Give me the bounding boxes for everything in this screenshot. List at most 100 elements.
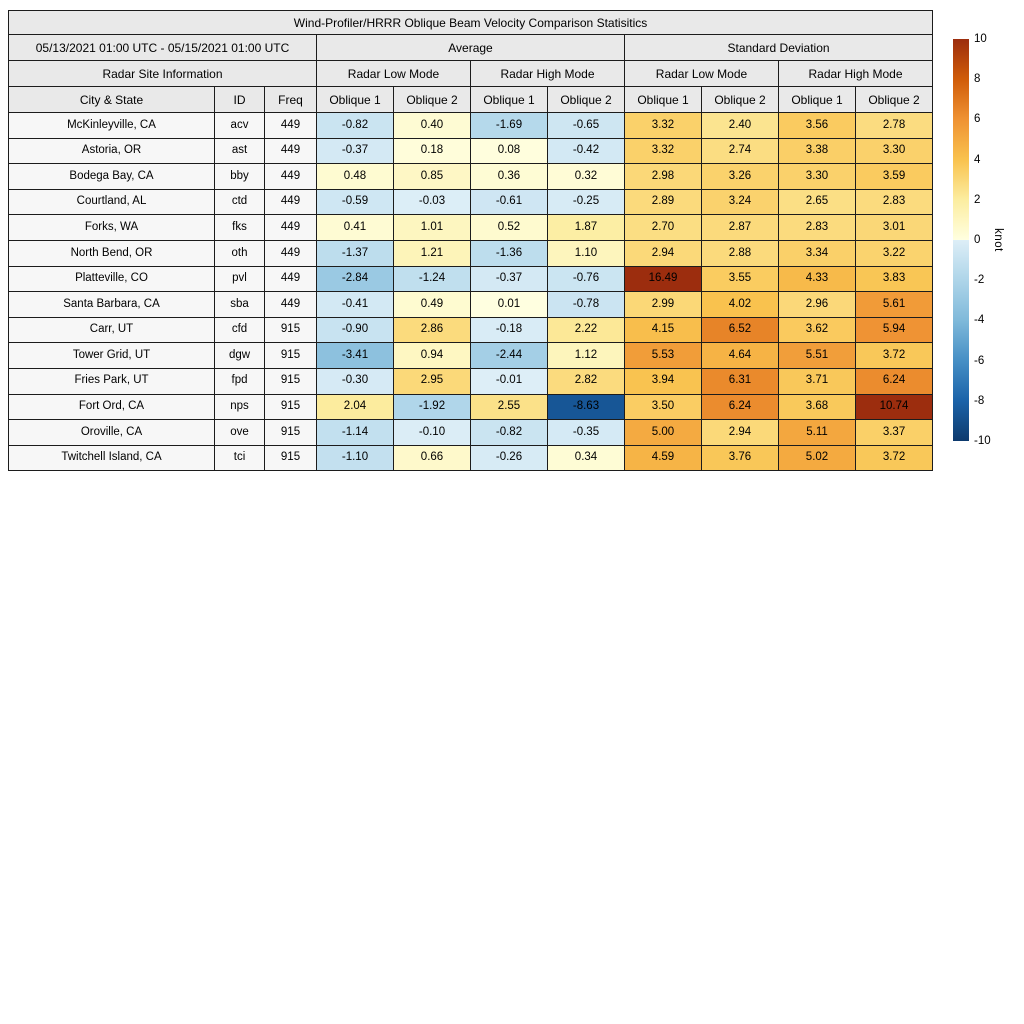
value-cell: -1.24 (393, 265, 471, 293)
column-header-row: City & State ID Freq Oblique 1 Oblique 2… (8, 86, 934, 113)
value-cell: 6.24 (701, 393, 779, 421)
value-cell: 2.78 (854, 112, 934, 139)
value-cell: -3.41 (316, 342, 394, 369)
freq-cell: 449 (264, 163, 317, 190)
city-cell: Platteville, CO (8, 265, 215, 293)
std-group-header: Standard Deviation (623, 34, 934, 61)
value-cell: -0.26 (470, 444, 548, 472)
value-cell: 1.01 (393, 214, 471, 241)
value-cell: 3.32 (624, 137, 702, 165)
value-cell: -0.41 (316, 291, 394, 318)
std-low-mode-header: Radar Low Mode (624, 60, 779, 87)
value-cell: -8.63 (547, 393, 625, 421)
value-cell: -1.69 (470, 112, 548, 139)
freq-cell: 915 (264, 367, 317, 395)
std-high-mode-header: Radar High Mode (777, 60, 934, 87)
value-cell: 0.32 (547, 163, 625, 190)
id-cell: oth (214, 239, 265, 267)
value-cell: 2.87 (701, 214, 779, 241)
colorbar-tick-label: -2 (974, 274, 985, 287)
city-cell: Santa Barbara, CA (8, 291, 215, 318)
value-cell: 3.94 (624, 367, 702, 395)
value-cell: 5.94 (854, 316, 934, 344)
oblique2-col-header: Oblique 2 (547, 86, 625, 113)
value-cell: 2.74 (701, 137, 779, 165)
value-cell: 3.38 (778, 137, 856, 165)
oblique2-col-header: Oblique 2 (854, 86, 934, 113)
freq-cell: 449 (264, 214, 317, 241)
id-cell: ast (214, 137, 265, 165)
colorbar-tick-label: 0 (974, 234, 981, 246)
colorbar-gradient (953, 39, 969, 441)
city-cell: Courtland, AL (8, 188, 215, 216)
id-cell: sba (214, 291, 265, 318)
oblique2-col-header: Oblique 2 (701, 86, 779, 113)
value-cell: 2.83 (778, 214, 856, 241)
id-cell: pvl (214, 265, 265, 293)
value-cell: 6.24 (854, 367, 934, 395)
value-cell: 0.36 (470, 163, 548, 190)
value-cell: 2.83 (854, 188, 934, 216)
value-cell: -0.18 (470, 316, 548, 344)
table-row: McKinleyville, CA acv 449 -0.82 0.40 -1.69 -0.… (8, 112, 934, 139)
id-cell: tci (214, 444, 265, 472)
value-cell: 2.22 (547, 316, 625, 344)
oblique1-col-header: Oblique 1 (316, 86, 394, 113)
value-cell: 3.50 (624, 393, 702, 421)
value-cell: 3.59 (854, 163, 934, 190)
freq-cell: 449 (264, 112, 317, 139)
table-row: Twitchell Island, CA tci 915 -1.10 0.66 -0.26… (8, 444, 934, 472)
period-cell: 05/13/2021 01:00 UTC - 05/15/2021 01:00 … (8, 34, 317, 61)
city-cell: Tower Grid, UT (8, 342, 215, 369)
value-cell: -1.14 (316, 419, 394, 446)
value-cell: -0.42 (547, 137, 625, 165)
value-cell: 2.96 (778, 291, 856, 318)
value-cell: 1.87 (547, 214, 625, 241)
oblique1-col-header: Oblique 1 (778, 86, 856, 113)
city-cell: Astoria, OR (8, 137, 215, 165)
value-cell: 1.21 (393, 239, 471, 267)
id-cell: acv (214, 112, 265, 139)
value-cell: 3.68 (778, 393, 856, 421)
value-cell: 0.41 (316, 214, 394, 241)
value-cell: 0.94 (393, 342, 471, 369)
value-cell: 5.02 (778, 444, 856, 472)
id-cell: cfd (214, 316, 265, 344)
value-cell: 5.11 (778, 419, 856, 446)
value-cell: 3.56 (778, 112, 856, 139)
value-cell: 2.65 (778, 188, 856, 216)
city-cell: Forks, WA (8, 214, 215, 241)
freq-cell: 449 (264, 188, 317, 216)
value-cell: 3.71 (778, 367, 856, 395)
value-cell: -0.65 (547, 112, 625, 139)
value-cell: -0.76 (547, 265, 625, 293)
value-cell: -2.84 (316, 265, 394, 293)
value-cell: 0.48 (316, 163, 394, 190)
value-cell: -0.59 (316, 188, 394, 216)
value-cell: 3.83 (854, 265, 934, 293)
id-cell: ove (214, 419, 265, 446)
city-cell: North Bend, OR (8, 239, 215, 267)
value-cell: 16.49 (624, 265, 702, 293)
table-header: Wind-Profiler/HRRR Oblique Beam Velocity… (7, 10, 934, 113)
value-cell: 2.99 (624, 291, 702, 318)
value-cell: -1.92 (393, 393, 471, 421)
value-cell: 0.01 (470, 291, 548, 318)
city-cell: Twitchell Island, CA (8, 444, 215, 472)
colorbar-tick-label: 2 (974, 193, 981, 206)
value-cell: 3.22 (854, 239, 934, 267)
value-cell: 0.18 (393, 137, 471, 165)
table-row: Carr, UT cfd 915 -0.90 2.86 -0.18 2.22 4.15 6.52… (8, 316, 934, 344)
colorbar-tick-label: 8 (974, 73, 981, 86)
value-cell: 5.61 (854, 291, 934, 318)
colorbar-tick-label: -6 (974, 354, 985, 367)
value-cell: 2.98 (624, 163, 702, 190)
value-cell: 2.94 (701, 419, 779, 446)
value-cell: 0.66 (393, 444, 471, 472)
chart-title: Wind-Profiler/HRRR Oblique Beam Velocity… (7, 10, 934, 35)
value-cell: 3.01 (854, 214, 934, 241)
oblique1-col-header: Oblique 1 (624, 86, 702, 113)
table-row: Courtland, AL ctd 449 -0.59 -0.03 -0.61 -0.25 2… (8, 188, 934, 216)
group-row-1: 05/13/2021 01:00 UTC - 05/15/2021 01:00 … (8, 34, 934, 61)
colorbar-tick-label: -8 (974, 394, 985, 407)
